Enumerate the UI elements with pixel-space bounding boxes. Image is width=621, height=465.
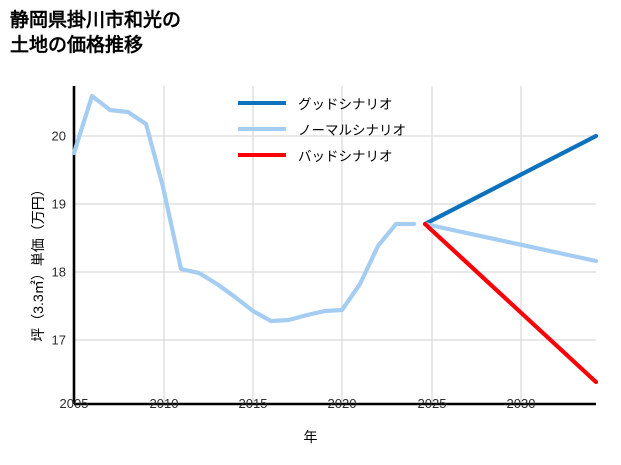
- x-tick-2030: 2030: [506, 396, 536, 411]
- y-tick-18: 18: [51, 264, 66, 280]
- chart-title: 静岡県掛川市和光の 土地の価格推移: [10, 10, 182, 57]
- x-tick-2010: 2010: [149, 396, 179, 411]
- x-tick-2005: 2005: [59, 396, 89, 411]
- legend-item-normal: ノーマルシナリオ: [238, 116, 406, 142]
- legend-swatch-bad: [238, 153, 286, 157]
- legend-label-normal: ノーマルシナリオ: [298, 123, 406, 138]
- axis-lines: [72, 86, 596, 406]
- legend-swatch-normal: [238, 127, 286, 131]
- gridlines: [74, 86, 596, 404]
- legend-item-bad: バッドシナリオ: [238, 142, 406, 168]
- chart-legend: グッドシナリオ ノーマルシナリオ バッドシナリオ: [238, 90, 406, 168]
- legend-item-good: グッドシナリオ: [238, 90, 406, 116]
- y-tick-19: 19: [51, 196, 66, 212]
- series-good-scenario-line: [422, 133, 599, 227]
- x-tick-2020: 2020: [327, 396, 357, 411]
- legend-label-bad: バッドシナリオ: [298, 149, 393, 164]
- series-bad-scenario-line: [422, 221, 599, 385]
- legend-swatch-good: [238, 101, 286, 105]
- x-tick-2025: 2025: [417, 396, 447, 411]
- y-tick-20: 20: [51, 128, 66, 144]
- series-normal-scenario-line: [422, 221, 599, 264]
- y-tick-17: 17: [51, 332, 66, 348]
- x-axis-label: 年: [303, 429, 318, 445]
- series-history-line: [71, 93, 417, 324]
- legend-label-good: グッドシナリオ: [298, 97, 393, 112]
- y-axis-label: 坪（3.3㎡）単価（万円）: [30, 182, 46, 342]
- x-tick-2015: 2015: [238, 396, 268, 411]
